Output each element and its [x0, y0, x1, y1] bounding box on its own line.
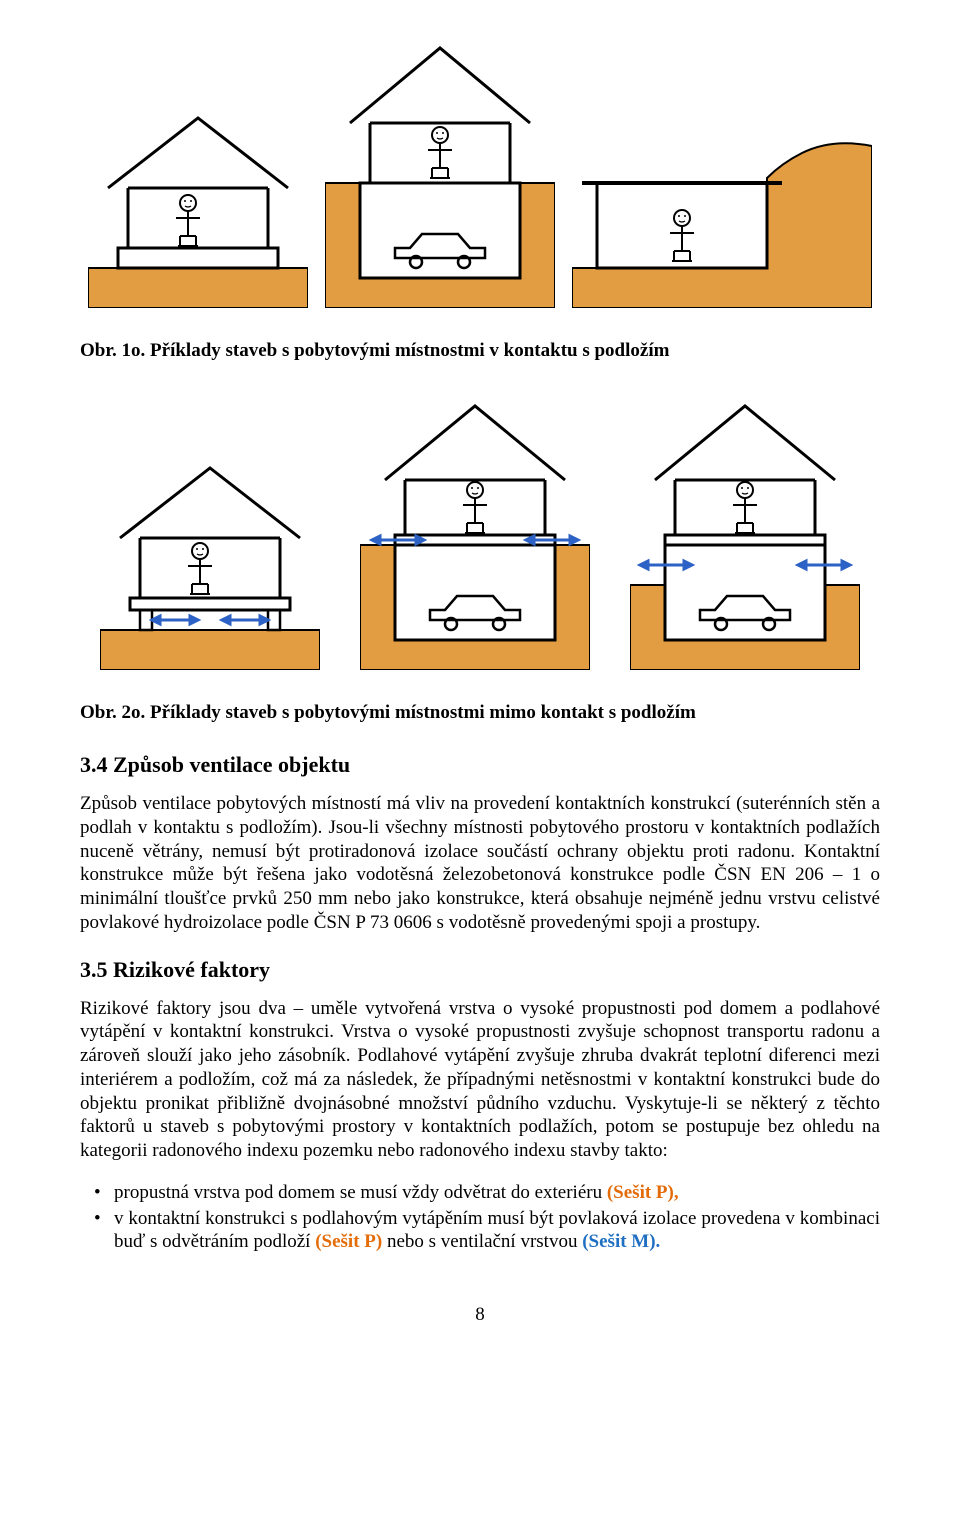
- section-34-body: Způsob ventilace pobytových místností má…: [80, 792, 880, 935]
- section-35-heading: 3.5 Rizikové faktory: [80, 957, 880, 983]
- bullet-text: nebo s ventilační vrstvou: [382, 1231, 582, 1252]
- section-35-bullets: propustná vrstva pod domem se musí vždy …: [80, 1181, 880, 1254]
- section-34-heading: 3.4 Způsob ventilace objektu: [80, 752, 880, 778]
- bullet-item: v kontaktní konstrukci s podlahovým vytá…: [80, 1207, 880, 1255]
- figure-2o-house-1: [100, 450, 320, 670]
- figure-2o-house-3: [630, 390, 860, 670]
- figure-1o-house-3: [572, 118, 872, 308]
- section-35-body: Rizikové faktory jsou dva – uměle vytvoř…: [80, 997, 880, 1163]
- sesit-m-tag: (Sešit M).: [582, 1231, 660, 1252]
- figure-1o-house-1: [88, 98, 308, 308]
- figure-1o-caption: Obr. 1o. Příklady staveb s pobytovými mí…: [80, 340, 880, 362]
- bullet-item: propustná vrstva pod domem se musí vždy …: [80, 1181, 880, 1205]
- figure-2o-house-2: [360, 390, 590, 670]
- sesit-p-tag: (Sešit P),: [607, 1182, 679, 1203]
- figure-1o-row: [80, 28, 880, 308]
- figure-1o-house-2: [325, 28, 555, 308]
- sesit-p-tag: (Sešit P): [315, 1231, 382, 1252]
- figure-2o-caption: Obr. 2o. Příklady staveb s pobytovými mí…: [80, 702, 880, 724]
- bullet-text: propustná vrstva pod domem se musí vždy …: [114, 1182, 607, 1203]
- page-number: 8: [80, 1304, 880, 1326]
- figure-2o-row: [80, 390, 880, 670]
